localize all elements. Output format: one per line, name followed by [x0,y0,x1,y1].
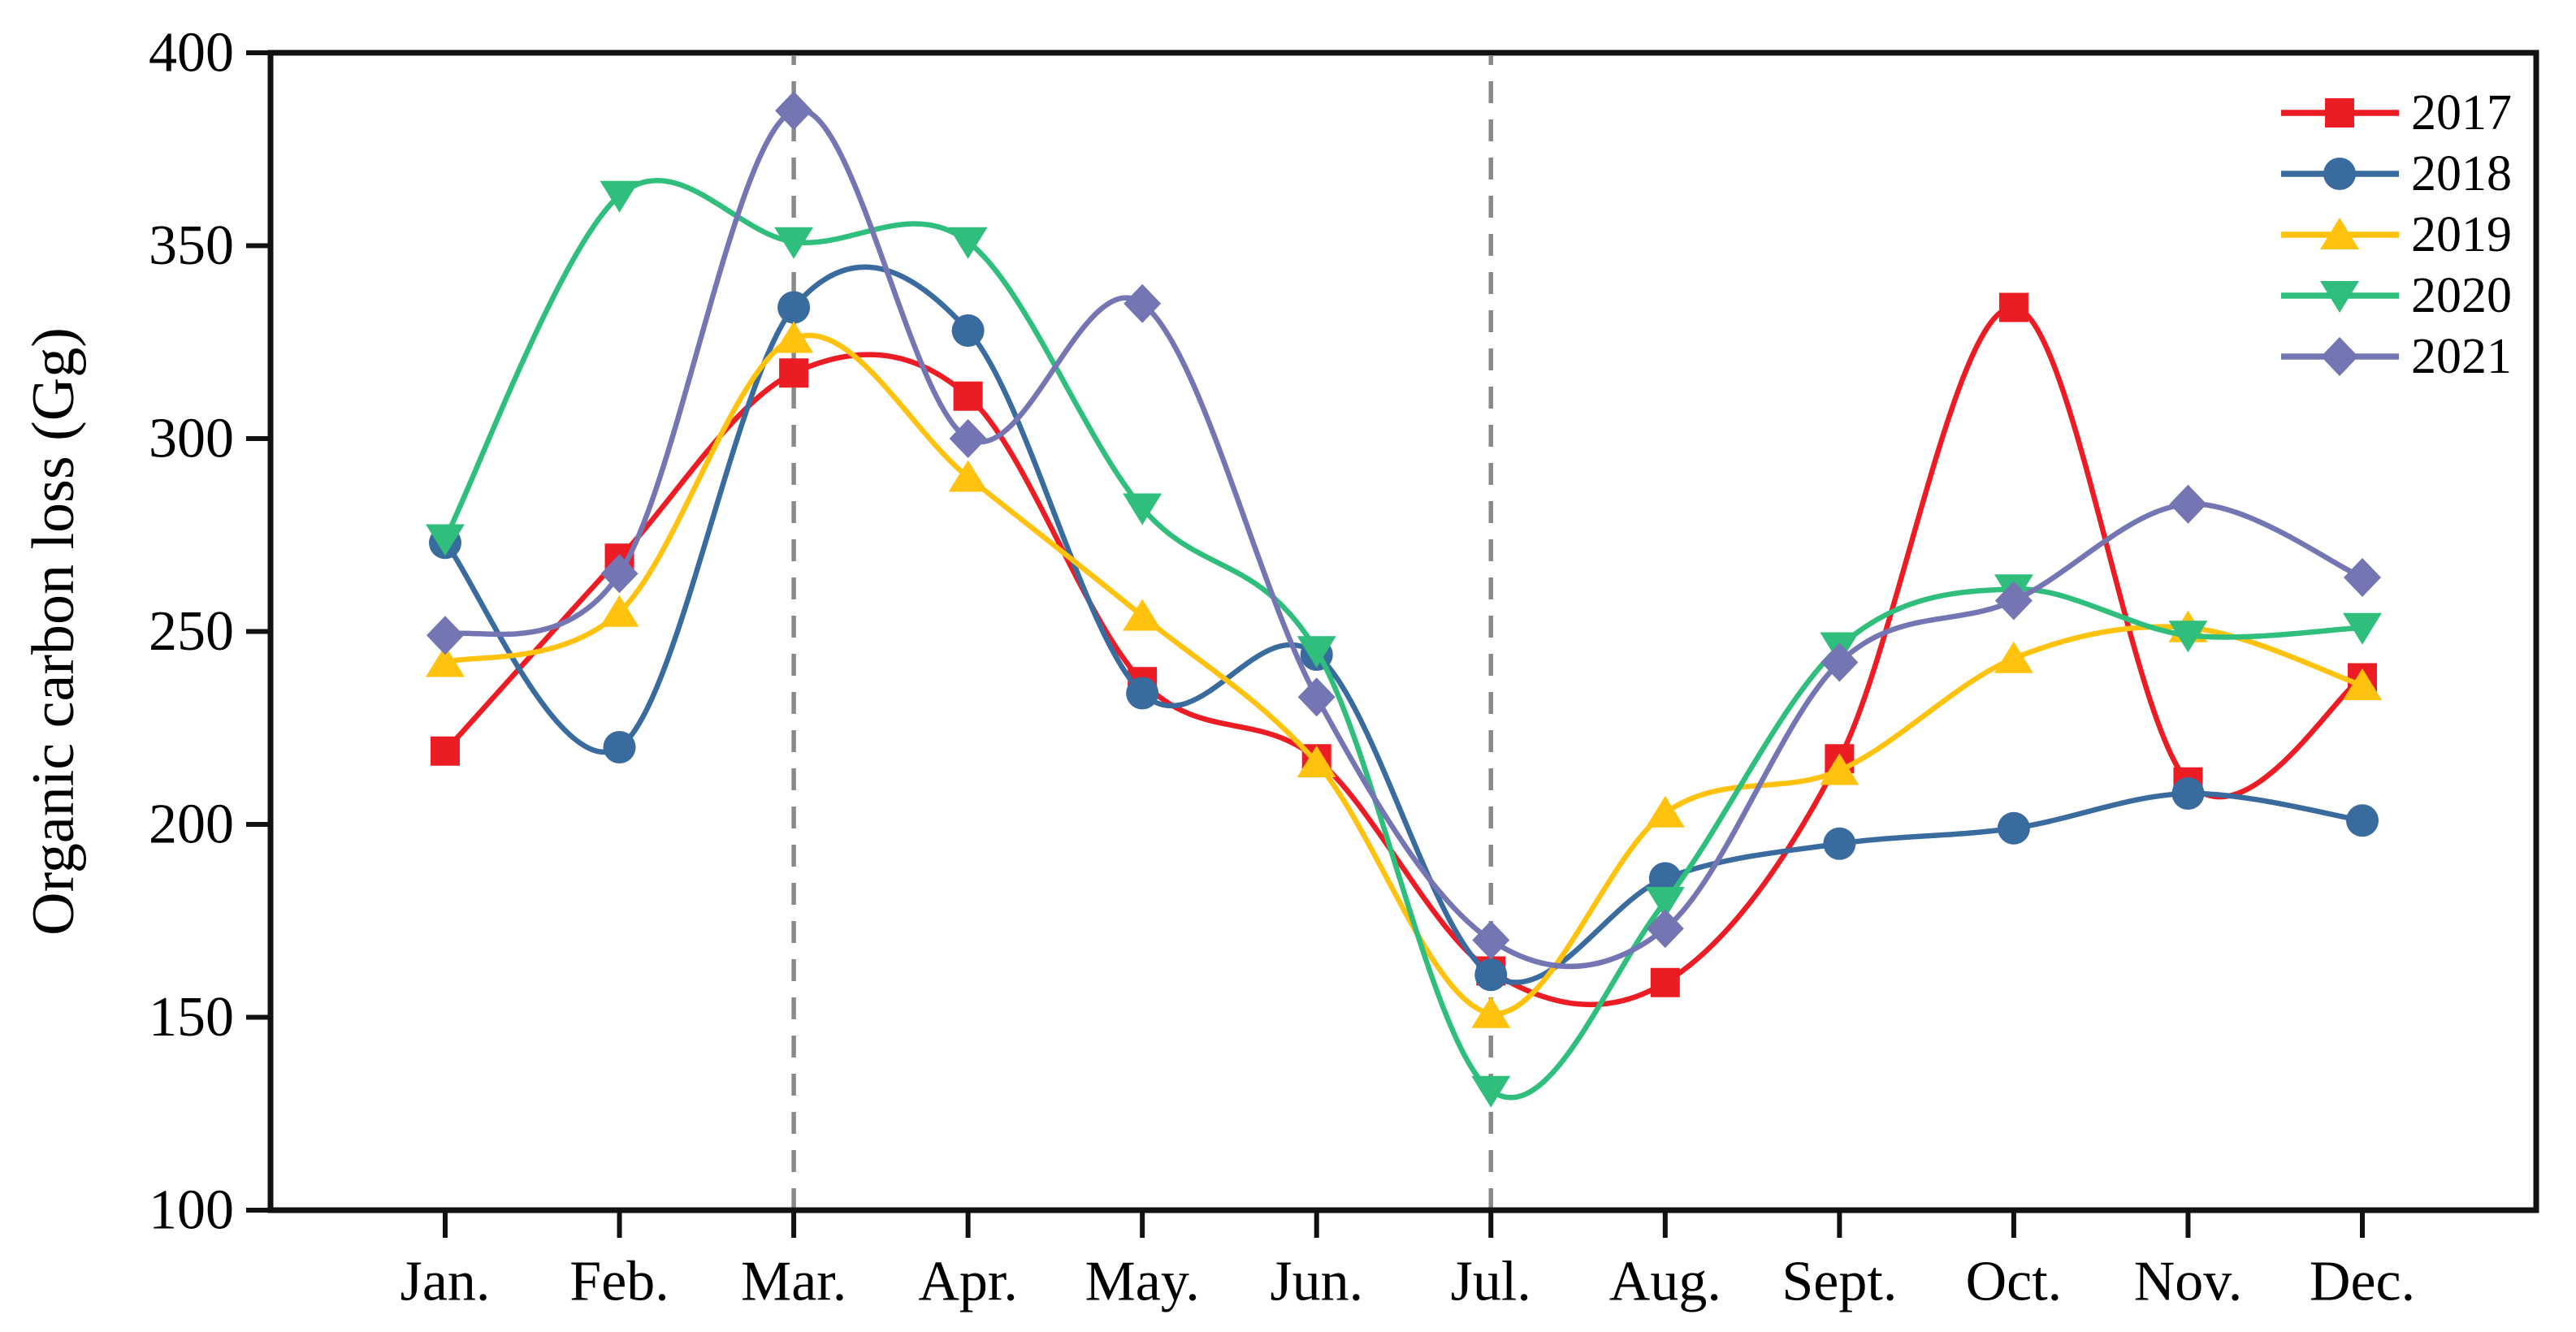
legend-marker-2021 [2321,337,2358,376]
series-2018-marker-Oct [1997,811,2030,845]
legend-label-2021: 2021 [2411,329,2512,384]
legend-label-2019: 2019 [2411,207,2512,262]
series-2020-marker-Jul [1471,1075,1511,1108]
y-tick-label-300: 300 [149,408,234,470]
y-tick-label-200: 200 [149,794,234,856]
y-tick-label-150: 150 [149,986,234,1049]
series-2020-marker-May [1123,493,1162,525]
x-tick-label-Apr: Apr. [918,1251,1018,1313]
series-line-2021 [442,106,2366,970]
series-2021-marker-Feb [600,554,639,594]
x-tick-label-Dec: Dec. [2310,1251,2415,1313]
series-2020-marker-Aug [1645,887,1685,919]
series-2021-marker-Mar [775,91,813,131]
series-2018-marker-Sept [1823,827,1856,860]
y-tick-label-100: 100 [149,1179,234,1242]
x-tick-label-Oct: Oct. [1966,1251,2063,1313]
legend-marker-2019 [2320,218,2359,249]
series-2018-marker-Jul [1474,958,1508,992]
series-2019-marker-Aug [1645,795,1685,828]
series-2018-marker-May [1126,677,1159,710]
series-2017-marker-Oct [1998,292,2028,322]
series-2020-marker-Feb [600,180,639,213]
series-2019-marker-Jul [1471,996,1511,1028]
series-2017-marker-Aug [1650,967,1680,997]
x-tick-label-Aug: Aug. [1609,1251,1721,1313]
legend-label-2017: 2017 [2411,85,2512,141]
series-2017-marker-Jan [431,736,460,766]
series-2021-marker-Sept [1821,642,1859,682]
x-tick-label-May: May. [1085,1251,1200,1313]
series-2018-marker-Nov [2171,777,2205,810]
x-tick-label-Sept: Sept. [1782,1251,1897,1313]
legend-label-2020: 2020 [2411,268,2512,323]
legend-marker-2020 [2320,281,2359,313]
series-2021-marker-Aug [1646,909,1684,949]
y-tick-label-350: 350 [149,214,234,277]
series-2019-marker-Dec [2343,668,2382,700]
series-2021-marker-Jul [1472,920,1510,960]
y-tick-label-400: 400 [149,22,234,84]
x-tick-label-Nov: Nov. [2134,1251,2243,1313]
legend-marker-2018 [2323,158,2356,190]
legend-label-2018: 2018 [2411,146,2512,201]
series-2019-marker-Jun [1297,746,1336,777]
series-2021-marker-May [1123,283,1162,323]
series-2020-marker-Dec [2343,612,2382,645]
series-2018-marker-Apr [951,314,985,347]
series-2021-marker-Nov [2169,484,2207,524]
series-2020-marker-Jun [1297,636,1336,668]
y-axis-title: Organic carbon loss (Gg) [20,327,87,936]
series-2021-marker-Jun [1297,677,1336,717]
x-tick-label-Jun: Jun. [1270,1251,1363,1313]
series-2021-marker-Jan [426,616,464,655]
series-2018-marker-Mar [777,291,811,324]
x-tick-label-Mar: Mar. [741,1251,846,1313]
series-2019-marker-Oct [1994,641,2033,673]
series-2020-marker-Jan [426,524,465,556]
series-2021-marker-Apr [949,419,987,458]
series-2021-marker-Oct [1994,581,2033,621]
series-2018-marker-Feb [603,731,636,763]
series-2019-marker-Sept [1820,753,1859,785]
series-2019-marker-Jan [426,645,465,677]
series-2017-marker-Mar [779,358,809,388]
legend-marker-2017 [2325,98,2354,128]
series-2020-marker-Mar [774,227,814,259]
series-2020-marker-Nov [2168,621,2208,653]
series-2021-marker-Dec [2344,558,2381,597]
series-2017-marker-Apr [953,381,983,411]
x-tick-label-Feb: Feb. [569,1251,669,1313]
series-2019-marker-Feb [600,595,639,627]
series-2018-marker-Dec [2346,804,2379,837]
series-2019-marker-Apr [948,460,988,492]
series-2019-marker-Mar [774,321,814,353]
series-2020-marker-Apr [948,227,988,259]
series-2019-marker-May [1123,599,1162,631]
y-tick-label-250: 250 [149,600,234,663]
x-tick-label-Jul: Jul. [1451,1251,1531,1313]
x-tick-label-Jan: Jan. [400,1251,491,1313]
series-line-2018 [442,264,2366,985]
